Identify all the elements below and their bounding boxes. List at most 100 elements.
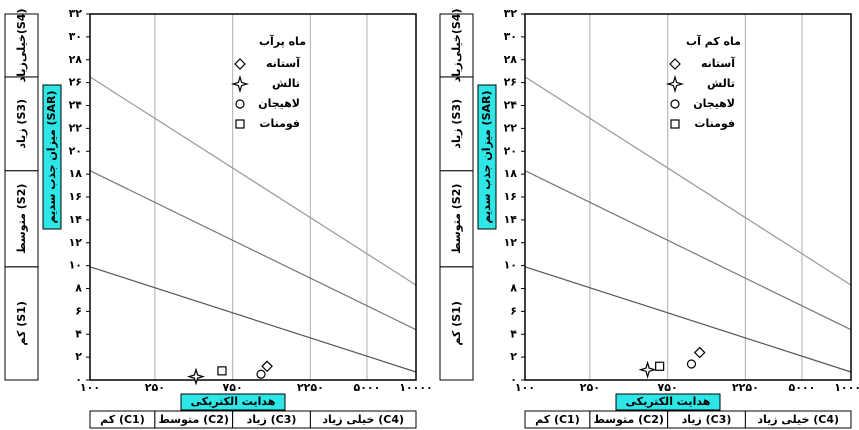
marker-star xyxy=(638,360,657,379)
y-class-label: خیلی‌زیاد(S4) xyxy=(15,8,28,82)
y-tick-label: ۱۶ xyxy=(504,190,517,203)
marker-diamond xyxy=(261,360,273,373)
x-class-label: متوسط (C2) xyxy=(159,413,229,426)
x-label: هدایت الکتریکی xyxy=(626,395,711,408)
y-tick-label: ۴ xyxy=(75,327,82,340)
y-tick-label: ۱۰ xyxy=(504,259,517,272)
plot-frame xyxy=(89,13,417,381)
x-class-label: متوسط (C2) xyxy=(594,413,664,426)
legend-label: آستانه xyxy=(266,56,300,70)
x-label-box xyxy=(615,393,721,411)
y-tick-label: ۰ xyxy=(75,373,82,386)
y-tick-label: ۱۲ xyxy=(69,236,83,249)
y-tick-label: ۱۸ xyxy=(504,167,518,180)
y-tick-label: ۲ xyxy=(510,350,517,363)
x-class-label: خیلی زیاد (C4) xyxy=(757,413,839,426)
legend-marker xyxy=(230,74,250,94)
y-class-box xyxy=(439,170,474,268)
y-tick-label: ۲ xyxy=(75,350,82,363)
y-tick-label: ۲۰ xyxy=(69,144,82,157)
y-tick-label: ۳۰ xyxy=(69,30,82,43)
y-tick-label: ۲۸ xyxy=(69,53,83,66)
y-tick-label: ۱۰ xyxy=(69,259,82,272)
legend-label: تالش xyxy=(707,77,735,90)
y-tick-label: ۲۰ xyxy=(504,144,517,157)
y-class-box xyxy=(4,266,39,381)
y-label-box xyxy=(42,84,62,230)
x-label-box xyxy=(180,393,286,411)
x-tick-label: ۱۰۰ xyxy=(515,381,535,394)
y-tick-label: ۶ xyxy=(510,304,517,317)
y-tick-label: ۶ xyxy=(75,304,82,317)
y-tick-label: ۸ xyxy=(510,282,517,295)
x-class-label: کم (C1) xyxy=(100,413,145,426)
y-class-label: متوسط (S2) xyxy=(15,184,28,254)
x-tick-label: ۷۵۰ xyxy=(223,381,243,394)
y-tick-label: ۲۴ xyxy=(504,99,518,112)
x-tick-label: ۲۵۰ xyxy=(580,381,600,394)
x-tick-label: ۱۰۰ xyxy=(80,381,100,394)
class-line xyxy=(524,266,852,373)
x-tick-label: ۱۰۰۰۰ xyxy=(834,381,859,394)
y-tick-label: ۱۲ xyxy=(504,236,518,249)
legend-label: فومنات xyxy=(259,117,300,130)
y-label-box xyxy=(477,84,497,230)
x-label: هدایت الکتریکی xyxy=(191,395,276,408)
y-label: میزان جذب سدیم (SAR) xyxy=(480,90,493,223)
y-tick-label: ۱۴ xyxy=(504,213,518,226)
y-tick-label: ۱۶ xyxy=(69,190,82,203)
y-tick-label: ۲۸ xyxy=(504,53,518,66)
y-label: میزان جذب سدیم (SAR) xyxy=(45,90,58,223)
y-tick-label: ۲۲ xyxy=(69,121,83,134)
legend-marker xyxy=(235,99,245,109)
y-tick-label: ۳۰ xyxy=(504,30,517,43)
marker-circle xyxy=(256,369,266,379)
x-class-label: زیاد (C3) xyxy=(247,413,297,426)
y-tick-label: ۲۴ xyxy=(69,99,83,112)
y-tick-label: ۱۸ xyxy=(69,167,83,180)
marker-square xyxy=(655,361,665,371)
x-tick-label: ۱۰۰۰۰ xyxy=(399,381,433,394)
class-line xyxy=(89,266,417,373)
x-tick-label: ۷۵۰ xyxy=(658,381,678,394)
y-class-label: کم (S1) xyxy=(15,301,28,346)
legend-marker xyxy=(665,74,685,94)
y-tick-label: ۸ xyxy=(75,282,82,295)
legend-label: لاهیجان xyxy=(258,97,300,110)
class-line xyxy=(524,170,852,331)
y-tick-label: ۳۲ xyxy=(69,7,83,20)
plot-frame xyxy=(524,13,852,381)
y-class-label: کم (S1) xyxy=(450,301,463,346)
legend-title: ماه پرآب xyxy=(259,34,306,48)
y-tick-label: ۲۶ xyxy=(69,76,82,89)
y-class-box xyxy=(439,13,474,78)
legend-marker xyxy=(670,99,680,109)
class-line xyxy=(89,170,417,331)
class-line xyxy=(89,76,417,286)
y-tick-label: ۴ xyxy=(510,327,517,340)
x-class-box xyxy=(309,410,417,429)
legend-marker xyxy=(235,119,245,129)
y-tick-label: ۲۲ xyxy=(504,121,518,134)
y-tick-label: ۱۴ xyxy=(69,213,83,226)
y-tick-label: ۰ xyxy=(510,373,517,386)
x-tick-label: ۲۲۵۰ xyxy=(297,381,324,394)
x-tick-label: ۲۲۵۰ xyxy=(732,381,759,394)
x-class-box xyxy=(744,410,852,429)
y-class-box xyxy=(439,76,474,172)
y-class-label: زیاد (S3) xyxy=(450,99,463,149)
marker-diamond xyxy=(693,346,706,359)
y-tick-label: ۲۶ xyxy=(504,76,517,89)
legend-title: ماه کم آب xyxy=(686,34,741,48)
marker-circle xyxy=(686,359,697,369)
marker-square xyxy=(217,366,227,376)
x-tick-label: ۵۰۰۰ xyxy=(789,381,816,394)
y-tick-label: ۳۲ xyxy=(504,7,518,20)
legend-label: فومنات xyxy=(694,117,735,130)
y-class-label: خیلی‌زیاد(S4) xyxy=(450,8,463,82)
x-class-label: زیاد (C3) xyxy=(682,413,732,426)
legend-label: تالش xyxy=(272,77,300,90)
y-class-box xyxy=(4,13,39,78)
y-class-label: متوسط (S2) xyxy=(450,184,463,254)
